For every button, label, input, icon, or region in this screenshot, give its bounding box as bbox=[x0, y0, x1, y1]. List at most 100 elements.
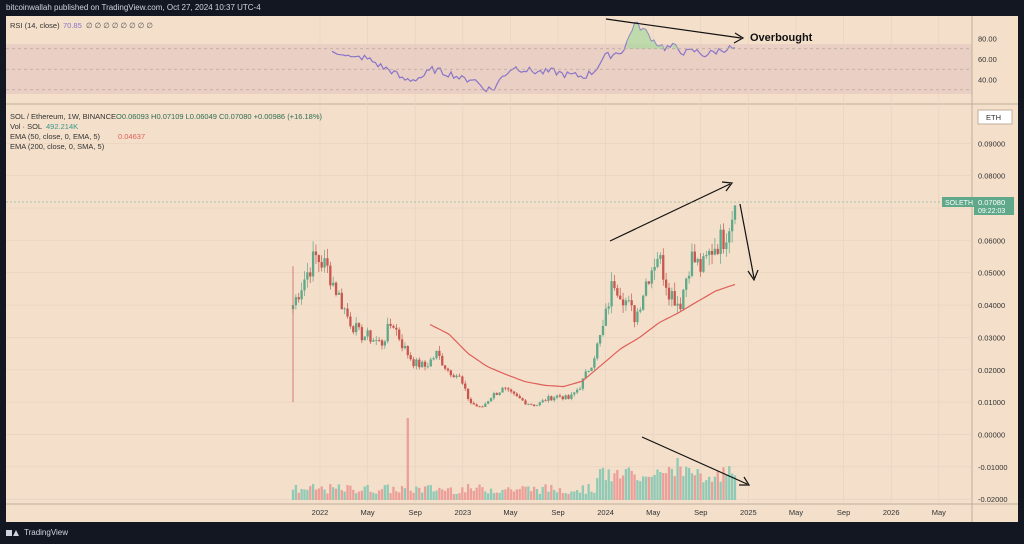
candle-body bbox=[604, 308, 607, 326]
volume-bar bbox=[512, 491, 516, 500]
volume-bar bbox=[452, 493, 455, 500]
volume-bar bbox=[708, 476, 711, 500]
annotation-arrows bbox=[605, 18, 759, 486]
volume-bar bbox=[532, 486, 536, 500]
volume-bar bbox=[323, 489, 326, 500]
candle-body bbox=[309, 272, 312, 277]
candle-body bbox=[343, 308, 346, 310]
volume-bar bbox=[441, 489, 444, 500]
volume-arrowhead bbox=[739, 476, 751, 486]
price-trend-arrow bbox=[609, 183, 731, 242]
volume-bar bbox=[421, 492, 424, 500]
candle-body bbox=[650, 270, 653, 284]
price-tick-label: 0.05000 bbox=[978, 269, 1005, 278]
candle-body bbox=[515, 393, 519, 397]
volume-bar bbox=[647, 476, 651, 500]
candle-body bbox=[495, 393, 498, 395]
published-header: bitcoinwallah published on TradingView.c… bbox=[6, 3, 261, 12]
candle-body bbox=[406, 345, 409, 356]
candle-body bbox=[613, 281, 616, 289]
candle-body bbox=[380, 340, 384, 346]
candle-body bbox=[564, 395, 567, 400]
volume-bar bbox=[693, 475, 696, 500]
volume-bar bbox=[515, 489, 519, 500]
volume-bar bbox=[627, 467, 630, 500]
volume-bar bbox=[472, 490, 475, 500]
candle-body bbox=[521, 398, 524, 401]
ema50-value: 0.04637 bbox=[118, 132, 145, 141]
candle-body bbox=[578, 388, 582, 390]
candle-body bbox=[555, 395, 559, 398]
candle-body bbox=[446, 368, 450, 371]
rsi-tick-label: 80.00 bbox=[978, 35, 997, 44]
candle-body bbox=[679, 303, 682, 310]
candle-body bbox=[544, 400, 547, 402]
candle-body bbox=[682, 289, 685, 310]
candle-body bbox=[306, 272, 309, 280]
candle-body bbox=[567, 395, 570, 399]
time-tick-label: May bbox=[503, 508, 517, 517]
volume-bar bbox=[538, 493, 541, 500]
candle-body bbox=[349, 316, 352, 327]
volume-bar bbox=[392, 486, 395, 500]
drop-arrowhead bbox=[747, 269, 759, 282]
candle-body bbox=[469, 398, 473, 404]
volume-bar bbox=[690, 473, 694, 500]
volume-bar bbox=[535, 489, 539, 500]
volume-bar bbox=[455, 493, 458, 500]
volume-bar bbox=[673, 476, 676, 500]
volume-bar bbox=[530, 491, 533, 500]
volume-bar bbox=[685, 466, 688, 500]
vol-value: 492.214K bbox=[46, 122, 78, 131]
time-tick-label: 2026 bbox=[883, 508, 900, 517]
rsi-placeholders: ∅ ∅ ∅ ∅ ∅ ∅ ∅ ∅ bbox=[86, 21, 153, 30]
volume-bar bbox=[377, 490, 381, 500]
candle-body bbox=[667, 287, 671, 300]
price-tag-value: 0.07080 bbox=[978, 198, 1005, 207]
volume-bar bbox=[337, 484, 341, 500]
volume-bar bbox=[395, 491, 398, 500]
time-axis-ticks: 2022 May Sep 2023 May Sep 2024 May Sep 2025 May Sep… bbox=[312, 508, 946, 517]
volume-bar bbox=[509, 489, 513, 500]
volume-bar bbox=[297, 492, 300, 500]
vol-label: Vol · SOL bbox=[10, 122, 42, 131]
volume-bar bbox=[332, 487, 335, 500]
candle-body bbox=[329, 265, 332, 286]
candle-body bbox=[702, 256, 705, 272]
candle-body bbox=[530, 403, 533, 405]
volume-bar bbox=[587, 484, 590, 500]
currency-label: ETH bbox=[986, 113, 1001, 122]
currency-button[interactable] bbox=[977, 109, 1013, 125]
volume-bar bbox=[294, 484, 298, 500]
candle-body bbox=[713, 248, 717, 255]
candle-body bbox=[423, 361, 427, 367]
volume-bar bbox=[317, 488, 320, 500]
volume-bar bbox=[429, 485, 432, 500]
candle-body bbox=[357, 323, 361, 328]
volume-bar bbox=[719, 481, 722, 500]
candle-body bbox=[363, 336, 366, 341]
candle-body bbox=[487, 401, 490, 404]
candle-body bbox=[340, 292, 343, 310]
candle-body bbox=[541, 400, 544, 403]
volume-bars bbox=[291, 418, 737, 500]
candle-body bbox=[561, 396, 564, 400]
candle-body bbox=[458, 375, 461, 377]
volume-bar bbox=[369, 491, 372, 500]
volume-bar bbox=[489, 488, 493, 500]
candle-body bbox=[398, 329, 401, 340]
candle-body bbox=[719, 229, 722, 254]
time-tick-label: Sep bbox=[694, 508, 707, 517]
volume-bar bbox=[340, 490, 343, 500]
candle-body bbox=[535, 405, 539, 407]
volume-bar bbox=[653, 474, 656, 500]
volume-bar bbox=[547, 491, 550, 500]
volume-bar bbox=[501, 489, 504, 500]
candle-body bbox=[673, 291, 676, 306]
candle-body bbox=[432, 358, 435, 360]
volume-bar bbox=[696, 469, 699, 500]
candle-body bbox=[507, 388, 510, 390]
volume-bar bbox=[544, 484, 547, 500]
